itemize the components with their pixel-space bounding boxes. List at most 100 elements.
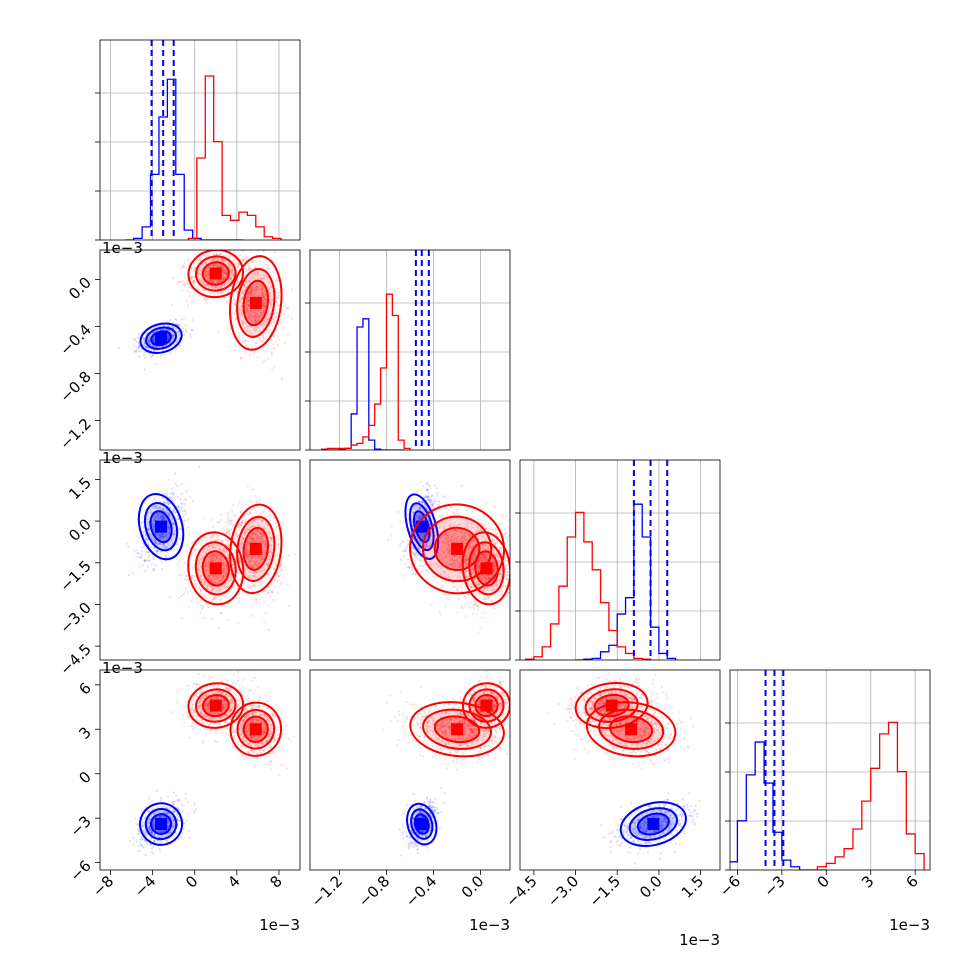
scatter-point: [156, 514, 159, 517]
scatter-point: [229, 288, 232, 291]
scatter-point: [147, 338, 150, 341]
scatter-point: [175, 318, 178, 321]
scatter-point: [428, 485, 431, 488]
scatter-point: [256, 529, 259, 532]
scatter-point: [178, 344, 182, 347]
scatter-point: [143, 337, 146, 340]
scatter-point: [234, 567, 237, 570]
scatter-point: [220, 555, 223, 558]
scatter-point: [209, 536, 212, 539]
scatter-point: [256, 270, 259, 273]
scatter-point: [154, 515, 157, 518]
scatter-point: [269, 295, 272, 298]
scatter-point: [128, 573, 131, 576]
scatter-point: [492, 570, 495, 574]
scatter-point: [211, 598, 214, 601]
scatter-point: [240, 542, 243, 545]
scatter-point: [206, 284, 209, 287]
scatter-point: [240, 541, 243, 545]
scatter-point: [206, 298, 209, 301]
scatter-point: [126, 542, 129, 545]
scatter-point: [269, 558, 272, 561]
scatter-point: [143, 341, 146, 345]
scatter-point: [261, 511, 264, 514]
scatter-point: [162, 542, 165, 545]
scatter-point: [153, 525, 156, 528]
scatter-point: [181, 330, 185, 333]
scatter-point: [236, 263, 239, 266]
scatter-point: [254, 273, 258, 276]
scatter-point: [263, 590, 266, 593]
scatter-point: [248, 265, 251, 268]
scatter-point: [244, 551, 248, 554]
scatter-point: [219, 279, 222, 282]
scatter-point: [280, 322, 283, 326]
scatter-point: [166, 328, 169, 331]
scatter-point: [265, 319, 268, 322]
scatter-point: [266, 275, 269, 279]
scatter-point: [204, 569, 208, 572]
scatter-point: [168, 595, 172, 599]
scatter-point: [226, 544, 230, 547]
scatter-point: [133, 338, 137, 341]
scatter-point: [252, 273, 255, 276]
scatter-point: [209, 563, 212, 567]
scatter-point: [242, 538, 245, 541]
scatter-point: [245, 307, 248, 311]
scatter-point: [216, 557, 219, 560]
scatter-point: [493, 506, 497, 509]
scatter-point: [244, 298, 248, 302]
scatter-point: [263, 305, 266, 308]
scatter-point: [167, 503, 170, 506]
scatter-point: [218, 538, 221, 541]
scatter-point: [413, 554, 416, 557]
scatter-point: [159, 324, 162, 328]
scatter-point: [133, 350, 137, 353]
scatter-point: [216, 257, 219, 260]
scatter-point: [143, 559, 146, 563]
scatter-point: [473, 578, 476, 581]
scatter-point: [184, 499, 187, 502]
scatter-point: [275, 554, 279, 557]
scatter-point: [421, 534, 424, 537]
scatter-point: [143, 545, 146, 548]
scatter-point: [229, 264, 232, 267]
scatter-point: [230, 279, 233, 282]
scatter-point: [255, 285, 259, 288]
scatter-point: [486, 575, 490, 578]
scatter-point: [243, 283, 246, 286]
scatter-point: [430, 499, 433, 502]
scatter-point: [431, 503, 434, 507]
scatter-point: [263, 321, 266, 324]
scatter-point: [219, 265, 222, 268]
scatter-point: [253, 342, 257, 345]
scatter-point: [149, 534, 152, 538]
scatter-point: [417, 500, 421, 503]
scatter-point: [436, 492, 439, 495]
scatter-point: [250, 287, 253, 290]
scatter-point: [237, 229, 239, 231]
scatter-point: [178, 324, 182, 327]
scatter-point: [463, 595, 466, 598]
scatter-point: [228, 580, 231, 583]
scatter-point: [223, 567, 226, 570]
scatter-point: [255, 563, 259, 566]
scatter-point: [194, 580, 197, 583]
scatter-point: [246, 549, 249, 553]
scatter-point: [255, 534, 258, 537]
scatter-point: [247, 553, 250, 557]
scatter-point: [207, 276, 210, 280]
scatter-point: [210, 588, 213, 591]
scatter-point: [166, 337, 170, 340]
scatter-point: [230, 240, 232, 242]
y-tick-label: −0.8: [56, 368, 94, 406]
scatter-point: [138, 350, 141, 353]
scatter-point: [200, 538, 204, 541]
scatter-point: [248, 267, 251, 270]
scatter-point: [166, 337, 170, 341]
scatter-point: [137, 333, 141, 336]
scatter-point: [425, 506, 428, 510]
scatter-point: [495, 541, 498, 544]
scatter-point: [150, 536, 153, 539]
scatter-point: [244, 553, 247, 556]
